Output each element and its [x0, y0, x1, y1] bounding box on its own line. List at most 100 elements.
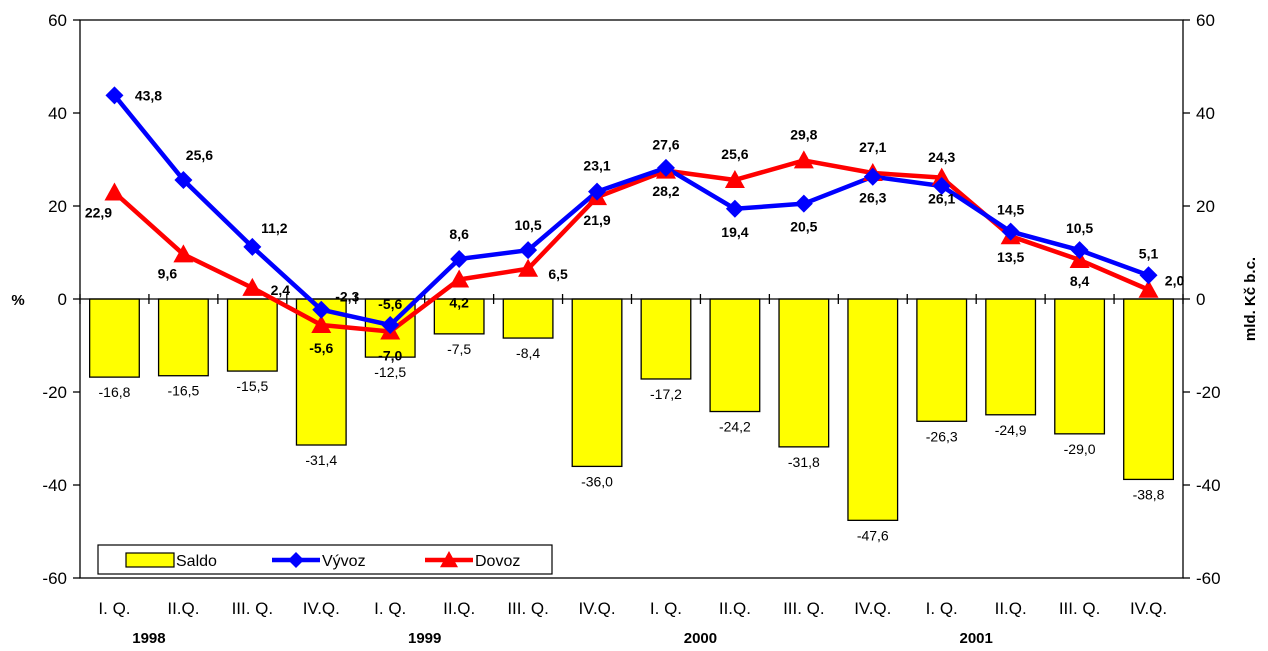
- xtick-label: III. Q.: [783, 599, 825, 618]
- xtick-label: II.Q.: [167, 599, 199, 618]
- dovoz-value-label: 8,4: [1070, 273, 1090, 289]
- dovoz-value-label: -7,0: [378, 348, 402, 364]
- ytick-label-left: 0: [58, 290, 67, 309]
- bar-value-label: -31,8: [788, 454, 820, 470]
- bar-value-label: -31,4: [305, 452, 337, 468]
- vyvoz-value-label: 10,5: [514, 217, 541, 233]
- vyvoz-value-label: 11,2: [261, 220, 288, 236]
- y-axis-title-left: %: [11, 292, 24, 309]
- dovoz-value-label: 21,9: [583, 212, 610, 228]
- marker-triangle: [440, 551, 458, 568]
- marker-triangle: [449, 269, 470, 288]
- xtick-label: II.Q.: [995, 599, 1027, 618]
- bar-saldo: [502, 298, 554, 339]
- bar-value-label: -15,5: [236, 378, 268, 394]
- bar-saldo: [571, 298, 623, 468]
- dovoz-value-label: 26,1: [928, 191, 955, 207]
- bar-saldo: [640, 298, 692, 380]
- xtick-label: I. Q.: [374, 599, 406, 618]
- ytick-label-left: -60: [42, 569, 67, 588]
- legend: Saldo Vývoz Dovoz: [97, 544, 553, 575]
- ytick-label-left: 60: [48, 11, 67, 30]
- marker-triangle: [1138, 279, 1159, 298]
- marker-diamond: [863, 167, 882, 186]
- marker-triangle: [173, 244, 194, 263]
- dovoz-value-label: 22,9: [85, 205, 112, 221]
- line-vyvoz: [112, 93, 1150, 328]
- ytick-label-right: 60: [1196, 11, 1215, 30]
- dovoz-value-label: 6,5: [548, 266, 568, 282]
- dovoz-value-label: -5,6: [309, 340, 333, 356]
- bar-saldo: [157, 298, 209, 377]
- marker-diamond: [794, 194, 813, 213]
- data-labels: -16,8 -16,5 -15,5 -31,4 -12,5 -7,5 -8,4 -36,0 -1…: [85, 87, 1185, 543]
- ytick-label-left: 20: [48, 197, 67, 216]
- ytick-label-left: 40: [48, 104, 67, 123]
- axes: -60 -60 -40 -40 -20 -20 0 0 20 20 40 40 60 60 I. Q. II.…: [11, 11, 1259, 647]
- marker-diamond: [656, 158, 675, 177]
- bar-value-label: -16,8: [99, 384, 131, 400]
- vyvoz-value-label: 5,1: [1139, 245, 1159, 261]
- xtick-label: IV.Q.: [578, 599, 615, 618]
- bar-saldo: [985, 298, 1037, 416]
- marker-diamond: [381, 316, 400, 335]
- vyvoz-value-label: -2,3: [335, 289, 359, 305]
- legend-label-saldo: Saldo: [176, 553, 217, 570]
- vyvoz-value-label: 43,8: [135, 87, 162, 103]
- year-label: 2001: [960, 630, 993, 647]
- xtick-label: IV.Q.: [303, 599, 340, 618]
- ytick-label-right: 0: [1196, 290, 1205, 309]
- bar-saldo: [226, 298, 278, 372]
- legend-label-dovoz: Dovoz: [475, 553, 520, 570]
- xtick-label: I. Q.: [98, 599, 130, 618]
- dovoz-value-label: 2,4: [271, 282, 291, 298]
- marker-diamond: [312, 300, 331, 319]
- xtick-label: III. Q.: [1059, 599, 1101, 618]
- dovoz-value-label: 13,5: [997, 249, 1024, 265]
- marker-triangle: [793, 150, 814, 169]
- bar-saldo: [1123, 298, 1174, 481]
- marker-diamond: [105, 86, 124, 105]
- bar-value-label: -7,5: [447, 341, 471, 357]
- bar-value-label: -17,2: [650, 386, 682, 402]
- dovoz-value-label: 4,2: [449, 294, 469, 310]
- bar-saldo: [778, 298, 830, 448]
- bar-value-label: -47,6: [857, 527, 889, 543]
- marker-triangle: [104, 182, 125, 201]
- bar-value-label: -24,2: [719, 419, 751, 435]
- dovoz-value-label: 29,8: [790, 126, 817, 142]
- bar-saldo: [89, 298, 140, 378]
- bar-value-label: -16,5: [167, 383, 199, 399]
- bar-saldo: [1054, 298, 1106, 435]
- marker-triangle: [311, 315, 332, 334]
- marker-diamond: [243, 237, 262, 256]
- ytick-label-right: -20: [1196, 383, 1221, 402]
- marker-triangle: [518, 258, 539, 277]
- marker-diamond: [1070, 241, 1089, 260]
- y-axis-title-right: mld. Kč b.c.: [1242, 257, 1259, 341]
- vyvoz-value-label: 8,6: [449, 226, 469, 242]
- marker-diamond: [288, 552, 304, 568]
- xtick-label: II.Q.: [443, 599, 475, 618]
- marker-diamond: [174, 170, 193, 189]
- xtick-label: I. Q.: [926, 599, 958, 618]
- bar-value-label: -24,9: [995, 422, 1027, 438]
- year-label: 1998: [132, 630, 165, 647]
- xtick-label: II.Q.: [719, 599, 751, 618]
- bar-value-label: -26,3: [926, 428, 958, 444]
- marker-diamond: [725, 199, 744, 218]
- ytick-label-right: -40: [1196, 476, 1221, 495]
- marker-diamond: [1001, 222, 1020, 241]
- legend-swatch-saldo: [125, 552, 175, 568]
- marker-diamond: [1139, 266, 1158, 285]
- saldo-bars: [89, 298, 1174, 521]
- ytick-label-right: 20: [1196, 197, 1215, 216]
- vyvoz-value-label: 25,6: [186, 147, 213, 163]
- marker-triangle: [724, 169, 745, 188]
- dovoz-value-label: 25,6: [721, 146, 748, 162]
- year-label: 1999: [408, 630, 441, 647]
- ytick-label-left: -40: [42, 476, 67, 495]
- dovoz-value-label: 27,1: [859, 139, 886, 155]
